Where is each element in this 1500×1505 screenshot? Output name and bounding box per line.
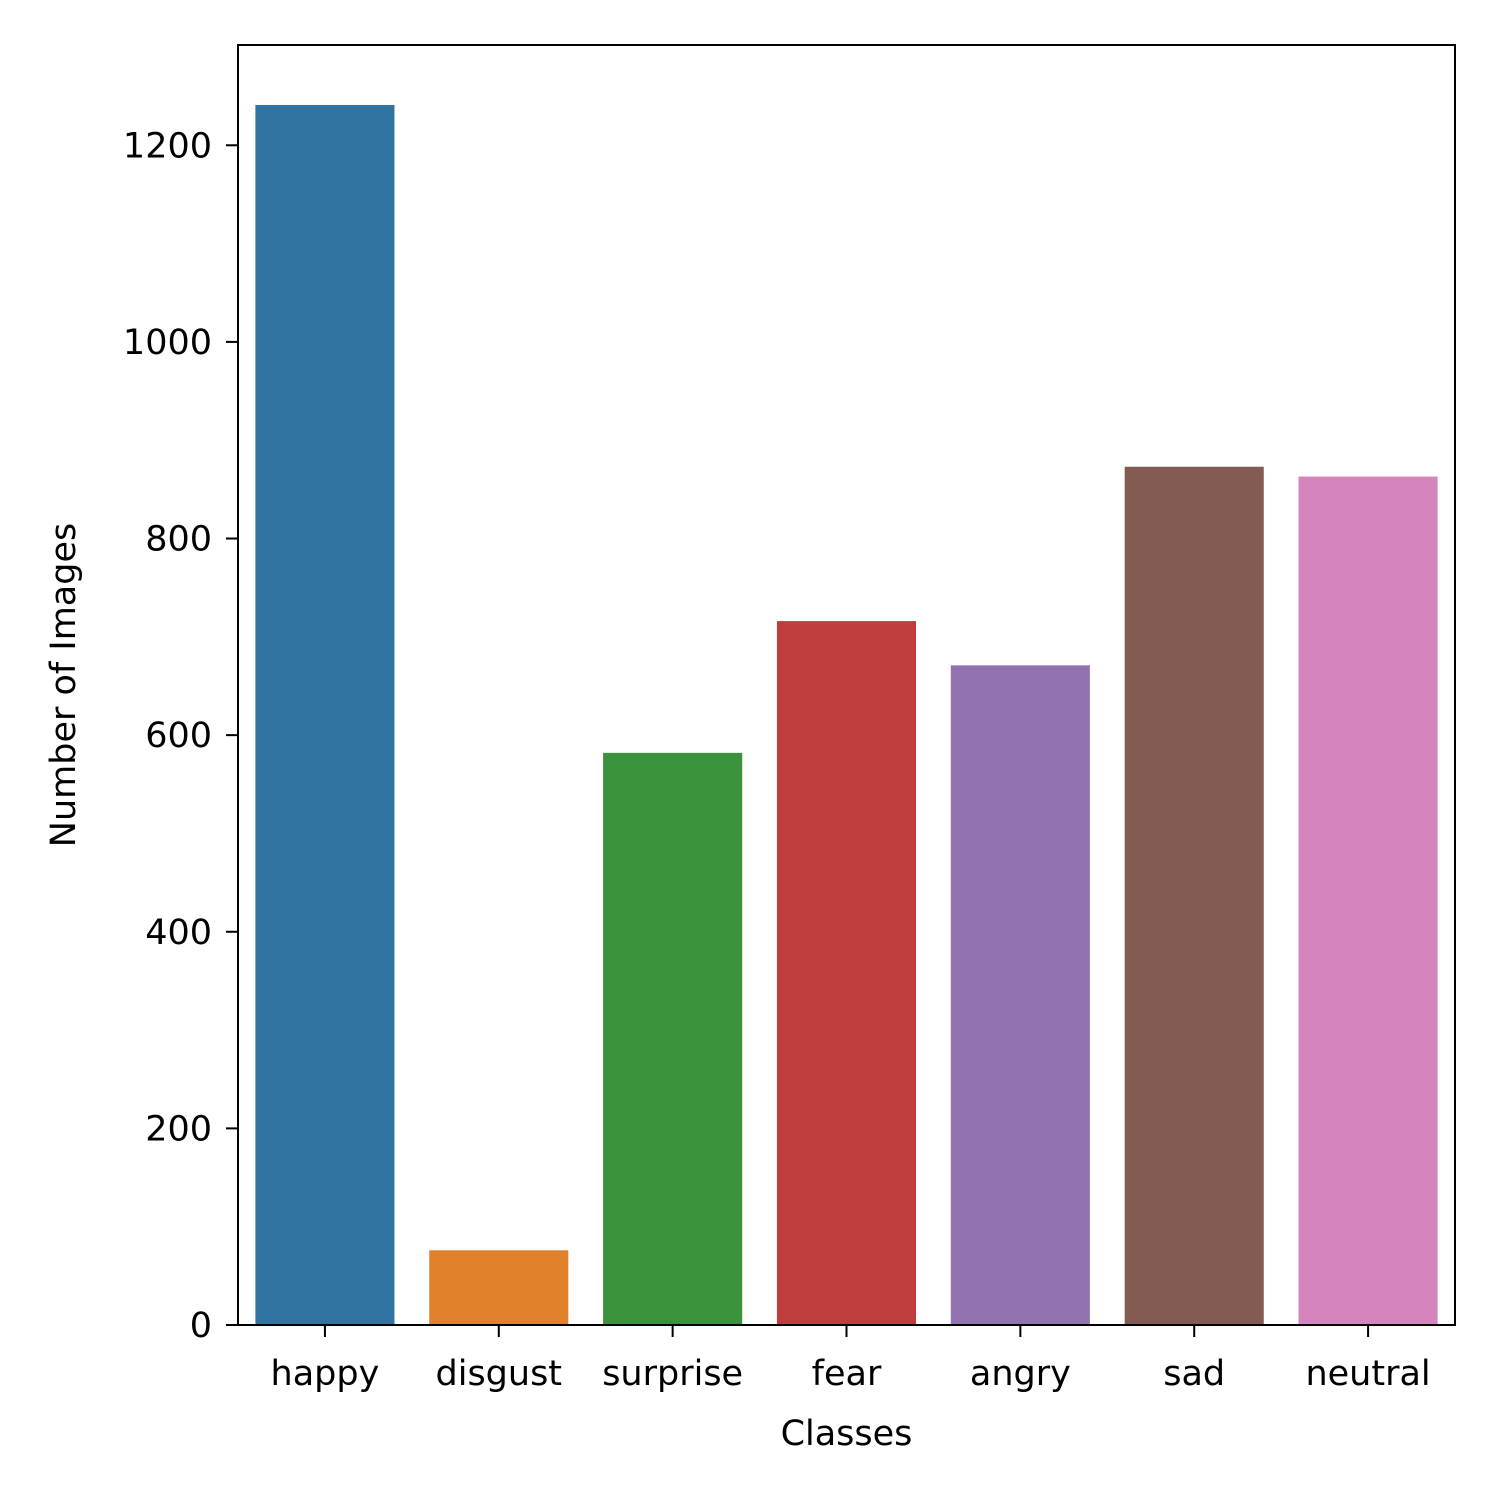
x-axis-label: Classes (781, 1414, 913, 1454)
y-tick-label: 200 (145, 1109, 212, 1149)
bar-neutral (1298, 476, 1438, 1326)
y-tick-label: 1200 (123, 126, 212, 166)
y-tick-label: 400 (145, 913, 212, 953)
y-tick-label: 600 (145, 716, 212, 756)
y-axis-label: Number of Images (44, 523, 84, 847)
y-tick-label: 0 (190, 1306, 212, 1346)
x-tick-label: happy (271, 1354, 380, 1394)
x-tick-label: neutral (1305, 1354, 1430, 1394)
bar-fear (776, 621, 917, 1325)
bar-disgust (429, 1250, 569, 1325)
y-tick-label: 800 (145, 520, 212, 560)
x-tick-label: fear (812, 1354, 882, 1394)
x-axis-ticks: happy disgust surprise fear angry sad neutral (271, 1325, 1431, 1394)
bar-angry (950, 665, 1090, 1325)
bar-happy (255, 104, 395, 1326)
bar-surprise (603, 752, 743, 1325)
bars-layer (255, 104, 1438, 1326)
y-axis-ticks: 0 200 400 600 800 1000 1200 (123, 126, 238, 1346)
plot-frame (237, 44, 1456, 1326)
bar-sad (1124, 466, 1264, 1325)
x-tick-label: angry (970, 1354, 1071, 1394)
x-tick-label: sad (1163, 1354, 1225, 1394)
x-tick-label: disgust (436, 1354, 563, 1394)
y-tick-label: 1000 (123, 323, 212, 363)
x-tick-label: surprise (602, 1354, 743, 1394)
